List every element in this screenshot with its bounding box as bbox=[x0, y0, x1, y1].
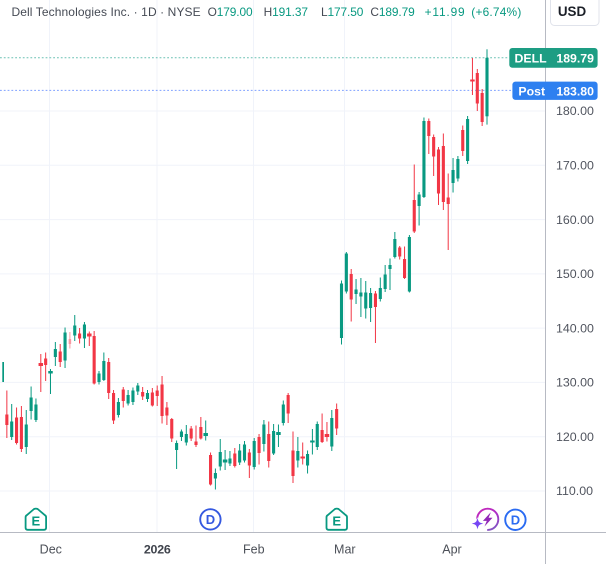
svg-text:Dell Technologies Inc. · 1D ·: Dell Technologies Inc. · 1D · NYSE bbox=[12, 5, 201, 19]
svg-text:Mar: Mar bbox=[334, 543, 356, 557]
svg-text:E: E bbox=[32, 514, 41, 529]
svg-text:Apr: Apr bbox=[442, 543, 461, 557]
svg-text:110.00: 110.00 bbox=[556, 484, 593, 498]
svg-text:O179.00: O179.00 bbox=[208, 5, 253, 19]
svg-text:(+6.74%): (+6.74%) bbox=[471, 5, 521, 19]
svg-text:120.00: 120.00 bbox=[556, 430, 594, 444]
svg-text:130.00: 130.00 bbox=[556, 376, 594, 390]
svg-text:Post: Post bbox=[518, 84, 545, 98]
svg-text:150.00: 150.00 bbox=[556, 267, 594, 281]
svg-text:140.00: 140.00 bbox=[556, 321, 594, 335]
svg-text:Feb: Feb bbox=[243, 543, 265, 557]
svg-text:D: D bbox=[511, 513, 520, 528]
svg-text:189.79: 189.79 bbox=[556, 52, 594, 66]
svg-text:+11.99: +11.99 bbox=[425, 5, 466, 19]
svg-text:180.00: 180.00 bbox=[556, 104, 594, 118]
svg-text:170.00: 170.00 bbox=[556, 159, 594, 173]
svg-text:C189.79: C189.79 bbox=[370, 5, 415, 19]
svg-text:USD: USD bbox=[558, 4, 587, 19]
svg-text:E: E bbox=[332, 514, 341, 529]
svg-text:160.00: 160.00 bbox=[556, 213, 594, 227]
svg-text:H191.37: H191.37 bbox=[264, 5, 309, 19]
svg-text:L177.50: L177.50 bbox=[321, 5, 364, 19]
svg-text:D: D bbox=[206, 512, 215, 527]
svg-text:183.80: 183.80 bbox=[556, 84, 594, 98]
svg-text:2026: 2026 bbox=[144, 543, 171, 557]
svg-text:DELL: DELL bbox=[515, 52, 548, 66]
svg-text:Dec: Dec bbox=[40, 543, 62, 557]
